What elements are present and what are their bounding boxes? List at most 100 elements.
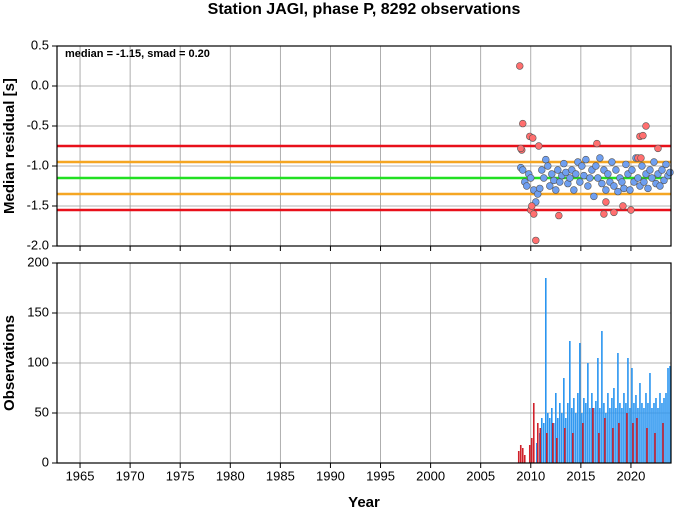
bar <box>530 438 533 463</box>
point <box>634 174 642 182</box>
bar <box>663 398 665 463</box>
bar <box>643 408 645 463</box>
point <box>546 182 554 190</box>
bar <box>564 428 566 463</box>
point <box>602 186 610 194</box>
bar <box>604 418 606 463</box>
plot-frame <box>56 262 672 464</box>
point <box>544 162 552 170</box>
bar <box>597 358 599 463</box>
bar <box>651 408 653 463</box>
y-axis-label: Median residual [s] <box>1 78 18 214</box>
bar <box>667 368 669 463</box>
bar <box>581 413 583 463</box>
bar <box>659 393 661 463</box>
y-axis-label: Observations <box>1 315 18 411</box>
point <box>548 170 556 178</box>
point <box>650 158 658 166</box>
bar <box>535 443 538 463</box>
bar <box>612 428 614 463</box>
bar <box>569 341 571 463</box>
x-tick-label: 2020 <box>616 468 645 483</box>
x-tick-label: 2005 <box>466 468 495 483</box>
bar <box>523 455 526 463</box>
bar <box>577 393 579 463</box>
point <box>660 176 668 185</box>
bar <box>528 445 531 463</box>
bar <box>532 403 535 463</box>
bar <box>619 403 621 463</box>
bar <box>611 398 613 463</box>
point <box>627 206 635 214</box>
bar <box>598 433 600 463</box>
bar <box>536 423 539 463</box>
bar <box>626 413 628 463</box>
point <box>532 236 540 245</box>
y-tick-label: -1.0 <box>27 157 49 172</box>
y-tick-label: 0.0 <box>31 77 49 92</box>
bar <box>655 398 657 463</box>
point <box>554 166 562 174</box>
bar <box>653 403 655 463</box>
x-tick-label: 1985 <box>266 468 295 483</box>
bar <box>625 403 627 463</box>
bar <box>637 408 639 463</box>
bar <box>556 438 558 463</box>
point <box>600 210 608 218</box>
y-tick-label: -2.0 <box>27 237 49 252</box>
point <box>642 122 650 130</box>
point <box>637 154 645 162</box>
point <box>536 184 544 193</box>
bar <box>641 403 643 463</box>
bar <box>549 418 551 463</box>
point <box>516 62 524 70</box>
point <box>566 174 574 182</box>
point <box>666 168 674 177</box>
bar <box>669 366 671 463</box>
point <box>610 208 618 217</box>
bar <box>557 418 559 463</box>
point <box>550 176 558 185</box>
bar <box>519 445 522 463</box>
point <box>638 162 646 170</box>
x-tick-label: 1975 <box>166 468 195 483</box>
x-tick-label: 1995 <box>366 468 395 483</box>
point <box>593 139 601 148</box>
bar <box>623 393 625 463</box>
bar <box>521 448 524 463</box>
point <box>654 144 662 153</box>
point <box>618 178 626 186</box>
bar <box>639 383 641 463</box>
point <box>590 192 598 201</box>
point <box>555 211 563 220</box>
annotation: median = -1.15, smad = 0.20 <box>65 48 210 60</box>
bar <box>631 368 633 463</box>
point <box>610 182 618 190</box>
bar <box>647 403 649 463</box>
point <box>658 166 666 174</box>
bar <box>635 395 637 463</box>
bar <box>605 413 607 463</box>
point <box>517 144 525 153</box>
bar <box>621 408 623 463</box>
point <box>646 166 654 174</box>
point <box>620 184 628 193</box>
bar <box>615 408 617 463</box>
bar <box>546 413 549 463</box>
x-tick-label: 1990 <box>316 468 345 483</box>
bar <box>561 413 563 463</box>
y-tick-label: -0.5 <box>27 117 49 132</box>
y-tick-label: 0.5 <box>31 37 49 52</box>
x-tick-label: 1980 <box>216 468 245 483</box>
point <box>619 202 627 210</box>
bar <box>636 418 638 463</box>
point <box>530 210 538 218</box>
bar <box>582 423 584 463</box>
bar <box>617 353 619 463</box>
bar <box>613 388 615 463</box>
bar <box>645 393 647 463</box>
bar <box>657 408 659 463</box>
point <box>540 174 548 182</box>
bar <box>555 393 557 463</box>
point <box>594 174 602 182</box>
